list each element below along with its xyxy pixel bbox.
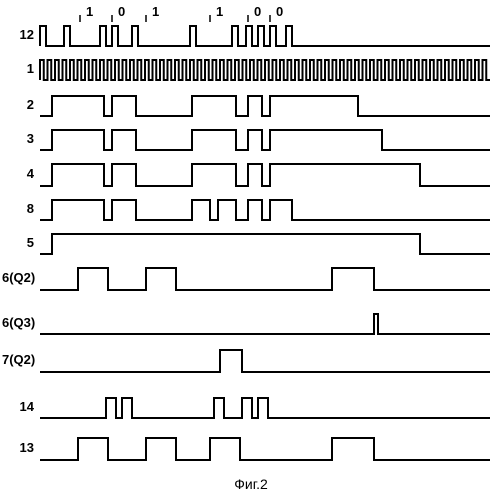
figure-caption: Фиг.2 [234, 476, 268, 492]
row-label-2: 2 [2, 97, 34, 112]
row-label-8: 8 [2, 201, 34, 216]
timing-diagram: 121234856(Q2)6(Q3)7(Q2)1413101100 Фиг.2 [0, 0, 502, 500]
bit-label-0: 1 [86, 4, 93, 19]
bit-label-4: 0 [254, 4, 261, 19]
row-label-1: 1 [2, 61, 34, 76]
row-label-7Q2: 7(Q2) [2, 352, 34, 367]
row-label-6Q3: 6(Q3) [2, 315, 34, 330]
row-label-5: 5 [2, 235, 34, 250]
row-label-13: 13 [2, 440, 34, 455]
waveform-canvas [0, 0, 502, 500]
row-label-4: 4 [2, 166, 34, 181]
row-label-12: 12 [2, 27, 34, 42]
row-label-3: 3 [2, 131, 34, 146]
bit-label-2: 1 [152, 4, 159, 19]
bit-label-1: 0 [118, 4, 125, 19]
row-label-14: 14 [2, 399, 34, 414]
row-label-6Q2: 6(Q2) [2, 270, 34, 285]
bit-label-3: 1 [216, 4, 223, 19]
bit-label-5: 0 [276, 4, 283, 19]
